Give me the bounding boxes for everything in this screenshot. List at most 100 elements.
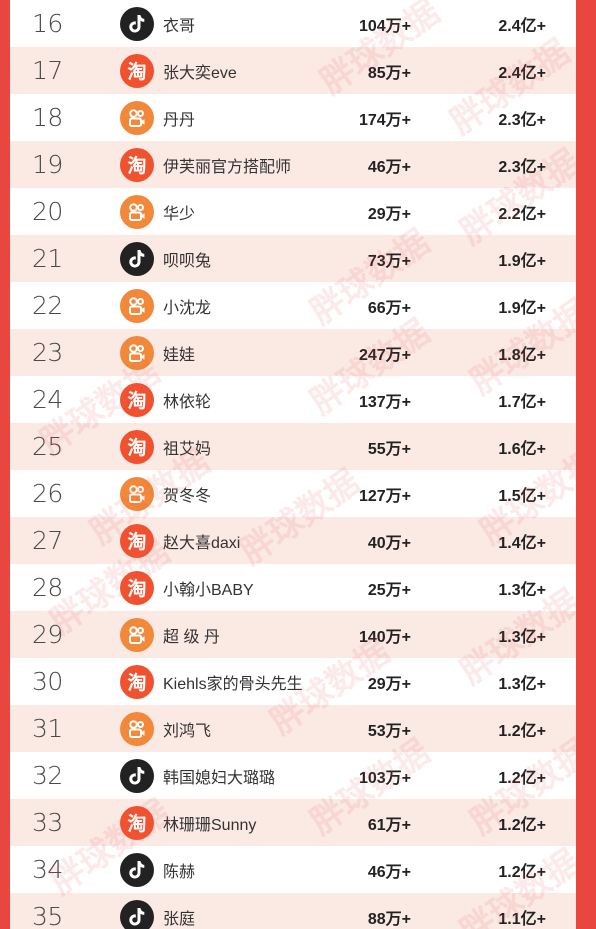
table-row: 28 淘小翰小BABY 25万+ 1.3亿+ [10,564,576,611]
sales-amount: 1.3亿+ [498,675,546,693]
streamer-name: 衣哥 [163,17,196,35]
sales-amount: 1.2亿+ [498,816,546,834]
kuaishou-icon [120,100,154,135]
streamer-name: 林依轮 [163,393,212,411]
sales-amount: 1.4亿+ [498,534,546,552]
taobao-icon: 淘 [120,429,154,464]
ranking-table: 16 衣哥 104万+ 2.4亿+ 17 淘张大奕eve 85万+ 2.4亿+ 18 丹丹 174万… [10,0,576,929]
taobao-icon: 淘 [120,147,154,182]
sales-amount: 1.9亿+ [498,252,546,270]
streamer-name: 贺冬冬 [163,487,212,505]
fans-count: 25万+ [367,581,411,599]
rank-number: 30 [32,667,63,696]
rank-number: 17 [32,56,63,85]
fans-count: 104万+ [358,17,411,35]
rank-number: 35 [32,902,63,929]
kuaishou-icon [120,194,154,229]
sales-amount: 1.2亿+ [498,769,546,787]
table-row: 35 张庭 88万+ 1.1亿+ [10,893,576,929]
rank-number: 32 [32,761,63,790]
rank-number: 23 [32,338,63,367]
streamer-name: 祖艾妈 [163,440,212,458]
streamer-name: 华少 [163,205,196,223]
douyin-icon [120,758,154,793]
table-row: 20 华少 29万+ 2.2亿+ [10,188,576,235]
streamer-name: 娃娃 [163,346,196,364]
table-row: 25 淘祖艾妈 55万+ 1.6亿+ [10,423,576,470]
fans-count: 88万+ [367,910,411,928]
kuaishou-icon [120,335,154,370]
fans-count: 29万+ [367,205,411,223]
rank-number: 18 [32,103,63,132]
fans-count: 103万+ [358,769,411,787]
streamer-name: 小沈龙 [163,299,212,317]
streamer-name: 刘鸿飞 [163,722,212,740]
sales-amount: 2.2亿+ [498,205,546,223]
rank-number: 28 [32,573,63,602]
streamer-name: 赵大喜daxi [163,534,241,552]
table-row: 18 丹丹 174万+ 2.3亿+ [10,94,576,141]
fans-count: 46万+ [367,863,411,881]
rank-number: 22 [32,291,63,320]
taobao-icon: 淘 [120,664,154,699]
streamer-name: 张大奕eve [163,64,237,82]
rank-number: 16 [32,9,63,38]
taobao-icon: 淘 [120,570,154,605]
fans-count: 137万+ [358,393,411,411]
fans-count: 29万+ [367,675,411,693]
taobao-icon: 淘 [120,382,154,417]
sales-amount: 1.6亿+ [498,440,546,458]
table-row: 17 淘张大奕eve 85万+ 2.4亿+ [10,47,576,94]
rank-number: 25 [32,432,63,461]
taobao-icon: 淘 [120,523,154,558]
streamer-name: 林珊珊Sunny [163,816,257,834]
rank-number: 21 [32,244,63,273]
rank-number: 19 [32,150,63,179]
table-row: 22 小沈龙 66万+ 1.9亿+ [10,282,576,329]
sales-amount: 1.3亿+ [498,628,546,646]
kuaishou-icon [120,288,154,323]
fans-count: 66万+ [367,299,411,317]
table-row: 16 衣哥 104万+ 2.4亿+ [10,0,576,47]
table-row: 26 贺冬冬 127万+ 1.5亿+ [10,470,576,517]
sales-amount: 1.2亿+ [498,863,546,881]
taobao-icon: 淘 [120,805,154,840]
table-row: 23 娃娃 247万+ 1.8亿+ [10,329,576,376]
table-row: 21 呗呗兔 73万+ 1.9亿+ [10,235,576,282]
rank-number: 24 [32,385,63,414]
table-row: 33 淘林珊珊Sunny 61万+ 1.2亿+ [10,799,576,846]
fans-count: 174万+ [358,111,411,129]
fans-count: 55万+ [367,440,411,458]
table-row: 29 超 级 丹 140万+ 1.3亿+ [10,611,576,658]
douyin-icon [120,241,154,276]
sales-amount: 1.7亿+ [498,393,546,411]
sales-amount: 2.3亿+ [498,158,546,176]
fans-count: 127万+ [358,487,411,505]
table-row: 27 淘赵大喜daxi 40万+ 1.4亿+ [10,517,576,564]
table-row: 19 淘伊芙丽官方搭配师 46万+ 2.3亿+ [10,141,576,188]
sales-amount: 1.3亿+ [498,581,546,599]
sales-amount: 1.5亿+ [498,487,546,505]
fans-count: 40万+ [367,534,411,552]
kuaishou-icon [120,476,154,511]
streamer-name: 超 级 丹 [163,628,220,646]
rank-number: 27 [32,526,63,555]
kuaishou-icon [120,617,154,652]
fans-count: 46万+ [367,158,411,176]
taobao-icon: 淘 [120,53,154,88]
sales-amount: 1.2亿+ [498,722,546,740]
fans-count: 85万+ [367,64,411,82]
rank-number: 34 [32,855,63,884]
rank-number: 29 [32,620,63,649]
table-row: 34 陈赫 46万+ 1.2亿+ [10,846,576,893]
rank-number: 33 [32,808,63,837]
table-row: 24 淘林依轮 137万+ 1.7亿+ [10,376,576,423]
streamer-name: 伊芙丽官方搭配师 [163,158,292,176]
streamer-name: 陈赫 [163,863,196,881]
ranking-rows: 16 衣哥 104万+ 2.4亿+ 17 淘张大奕eve 85万+ 2.4亿+ 18 丹丹 174万… [10,0,576,929]
sales-amount: 2.4亿+ [498,17,546,35]
streamer-name: Kiehls家的骨头先生 [163,675,303,693]
rank-number: 31 [32,714,63,743]
fans-count: 140万+ [358,628,411,646]
fans-count: 247万+ [358,346,411,364]
